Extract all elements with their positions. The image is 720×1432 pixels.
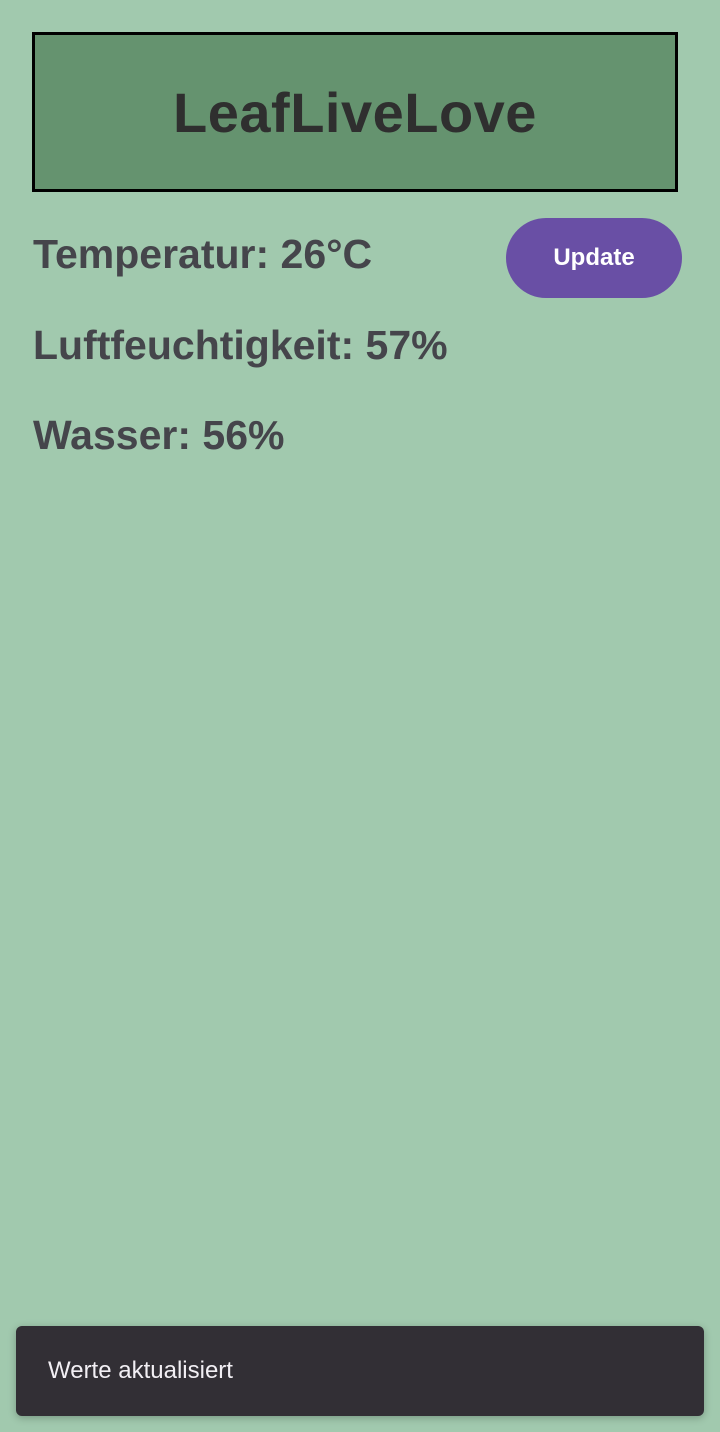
snackbar-message: Werte aktualisiert	[48, 1357, 233, 1384]
app-title: LeafLiveLove	[173, 80, 537, 144]
water-reading: Wasser: 56%	[33, 412, 285, 458]
snackbar: Werte aktualisiert	[16, 1326, 704, 1416]
humidity-reading: Luftfeuchtigkeit: 57%	[33, 322, 448, 368]
update-button[interactable]: Update	[506, 218, 682, 298]
app-header: LeafLiveLove	[32, 32, 678, 192]
temperature-reading: Temperatur: 26°C	[33, 231, 373, 277]
